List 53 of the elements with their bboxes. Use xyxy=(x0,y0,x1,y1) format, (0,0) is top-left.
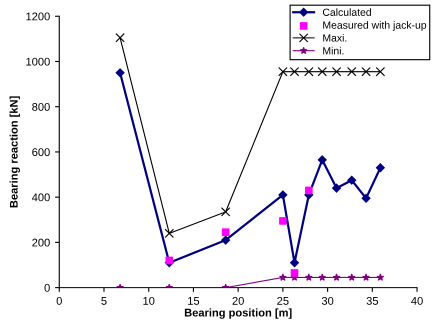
point xyxy=(290,269,298,277)
legend-label: Maxi. xyxy=(323,34,346,42)
point xyxy=(332,184,342,193)
x-tick-label: 35 xyxy=(366,296,378,305)
x-tick-label: 0 xyxy=(56,296,62,305)
point xyxy=(220,207,230,217)
x-tick-label: 30 xyxy=(322,296,334,305)
x-tick-label: 10 xyxy=(143,296,154,305)
point xyxy=(376,273,384,281)
point xyxy=(376,66,386,76)
point xyxy=(348,273,356,281)
y-tick-label: 600 xyxy=(32,148,50,156)
point xyxy=(362,273,370,281)
y-tick-label: 200 xyxy=(32,238,50,247)
point xyxy=(304,273,313,281)
x-tick-label: 40 xyxy=(411,296,423,305)
legend-label: Measured with jack-up xyxy=(323,21,426,31)
y-axis-title: Bearing reaction [kN] xyxy=(10,96,20,208)
point xyxy=(332,273,340,281)
point xyxy=(305,186,313,194)
point xyxy=(318,155,327,164)
point xyxy=(318,273,326,281)
point xyxy=(279,273,287,281)
point xyxy=(318,66,327,76)
x-tick-label: 15 xyxy=(188,297,200,305)
x-axis-title: Bearing position [m] xyxy=(184,308,292,319)
legend-label: Calculated xyxy=(322,8,371,16)
point xyxy=(304,66,314,76)
point xyxy=(115,33,125,42)
x-tick-label: 25 xyxy=(277,296,289,305)
point xyxy=(222,228,230,236)
point xyxy=(347,176,356,185)
point xyxy=(362,194,371,203)
y-tick-label: 0 xyxy=(44,284,50,292)
x-tick-label: 20 xyxy=(232,296,244,305)
point xyxy=(278,190,288,200)
point xyxy=(164,228,174,238)
y-tick-label: 1200 xyxy=(26,12,50,20)
point xyxy=(347,66,356,76)
point xyxy=(279,217,287,225)
point xyxy=(376,163,385,172)
y-tick-label: 800 xyxy=(32,102,50,111)
point xyxy=(116,68,125,78)
point xyxy=(165,256,174,264)
point xyxy=(278,66,288,76)
y-tick-label: 400 xyxy=(32,193,50,202)
x-tick-label: 5 xyxy=(101,297,107,305)
point xyxy=(332,66,342,76)
point xyxy=(221,236,230,245)
point xyxy=(290,66,300,76)
y-tick-label: 1000 xyxy=(26,58,50,66)
point xyxy=(361,66,371,76)
legend-label: Mini. xyxy=(323,46,344,54)
